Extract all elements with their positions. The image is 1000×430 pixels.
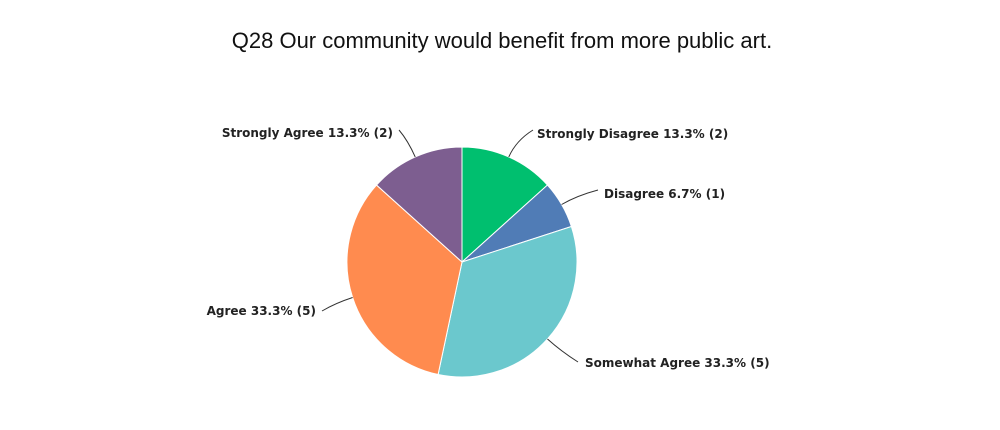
leader-line	[547, 338, 579, 363]
slice-label: Disagree 6.7% (1)	[604, 187, 725, 201]
leader-line	[508, 129, 534, 158]
leader-lines	[321, 129, 599, 363]
leader-line	[321, 297, 353, 312]
slice-label: Agree 33.3% (5)	[207, 304, 316, 318]
slice-label: Strongly Agree 13.3% (2)	[222, 126, 393, 140]
slice-labels: Strongly Disagree 13.3% (2) Disagree 6.7%…	[207, 126, 770, 370]
leader-line	[398, 129, 416, 158]
chart-title: Q28 Our community would benefit from mor…	[232, 28, 772, 53]
slice-label: Somewhat Agree 33.3% (5)	[585, 356, 770, 370]
pie-slice-strongly-disagree	[461, 146, 549, 264]
pie-slice-somewhat-agree	[437, 225, 578, 378]
pie-slice-strongly-agree	[375, 146, 463, 264]
pie-slices	[346, 146, 578, 378]
pie-slice-agree	[346, 184, 463, 376]
slice-label: Strongly Disagree 13.3% (2)	[537, 127, 728, 141]
leader-line	[561, 189, 599, 205]
